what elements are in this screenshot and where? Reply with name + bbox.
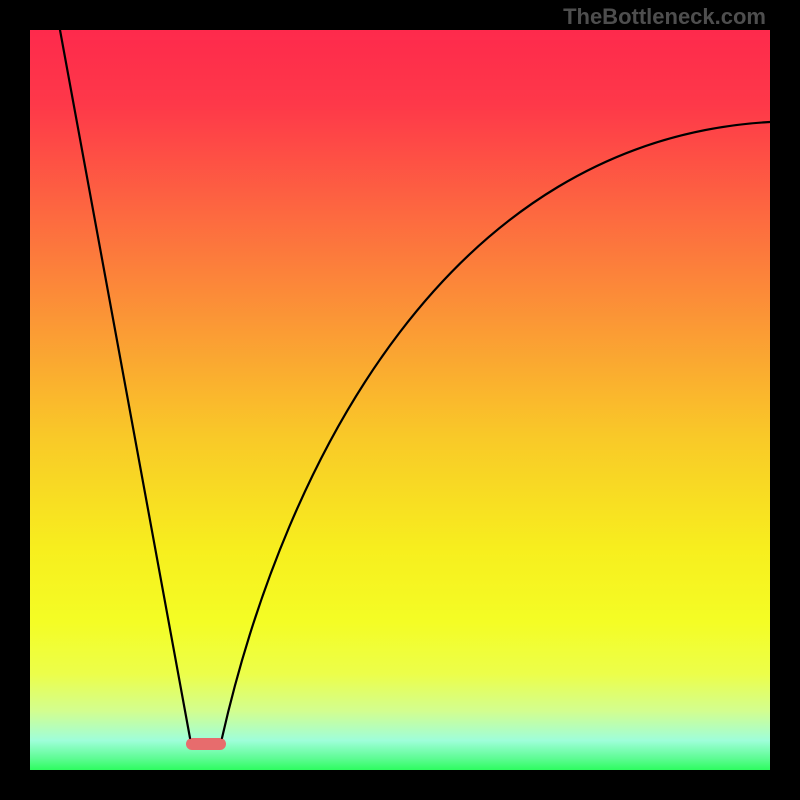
valley-marker xyxy=(186,738,226,750)
frame-border-right xyxy=(770,0,800,800)
chart-frame: TheBottleneck.com xyxy=(0,0,800,800)
frame-border-left xyxy=(0,0,30,800)
frame-border-bottom xyxy=(0,770,800,800)
plot-area xyxy=(30,30,770,770)
watermark-text: TheBottleneck.com xyxy=(563,4,766,30)
plot-svg xyxy=(30,30,770,770)
